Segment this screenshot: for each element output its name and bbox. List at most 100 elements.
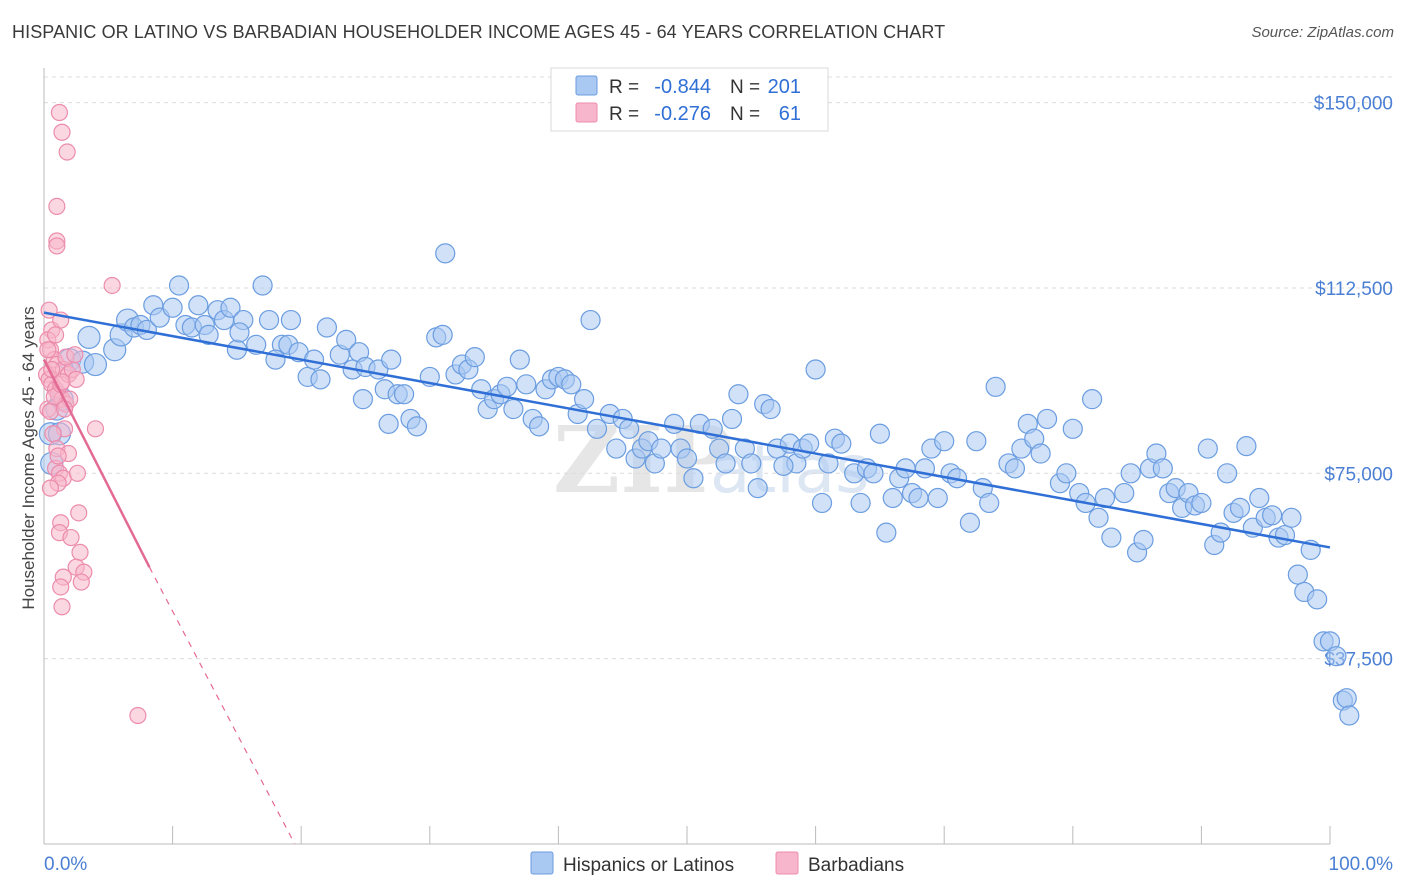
hispanics-point xyxy=(619,418,640,439)
hispanics-point xyxy=(464,347,485,368)
hispanics-point xyxy=(1101,527,1122,548)
hispanics-point xyxy=(741,453,762,474)
barbadians-point xyxy=(70,504,88,522)
barbadians-point xyxy=(50,103,69,122)
hispanics-point xyxy=(1197,438,1218,459)
barbadians-point xyxy=(86,420,105,438)
legend-n-label: N = xyxy=(730,104,760,125)
hispanics-point xyxy=(258,309,280,331)
barbadians-point xyxy=(39,341,57,359)
barbadians-point xyxy=(41,402,60,421)
hispanics-point xyxy=(561,374,582,395)
bottom-legend-swatch xyxy=(530,851,554,875)
hispanics-point xyxy=(435,243,456,264)
barbadians-point xyxy=(129,706,147,725)
hispanics-point xyxy=(715,453,736,474)
hispanics-point xyxy=(760,398,781,420)
legend-n-value: 201 xyxy=(768,76,801,98)
hispanics-point xyxy=(773,455,794,476)
hispanics-point xyxy=(664,413,685,434)
hispanics-point xyxy=(959,512,981,533)
barbadians-point xyxy=(46,326,65,344)
y-tick-label: $75,000 xyxy=(1324,464,1393,485)
legend-r-value: -0.276 xyxy=(654,103,711,125)
hispanics-point xyxy=(586,418,608,439)
hispanics-point xyxy=(83,352,108,377)
barbadians-point xyxy=(67,370,85,388)
hispanics-point xyxy=(882,487,903,509)
hispanics-point xyxy=(574,389,595,410)
source-label: Source: ZipAtlas.com xyxy=(1251,24,1394,41)
hispanics-point xyxy=(252,275,273,296)
hispanics-point xyxy=(1281,507,1302,528)
hispanics-point xyxy=(651,438,672,459)
barbadians-point xyxy=(41,479,60,497)
barbadians-point xyxy=(53,123,71,141)
hispanics-point xyxy=(683,468,704,489)
barbadians-point xyxy=(72,573,90,591)
hispanics-point xyxy=(1152,458,1173,479)
legend-swatch xyxy=(575,75,598,96)
hispanics-point xyxy=(985,376,1006,397)
barbadians-point xyxy=(48,197,66,215)
hispanics-point xyxy=(406,416,428,437)
hispanics-point xyxy=(1336,688,1357,709)
hispanics-point xyxy=(1120,463,1141,484)
hispanics-point xyxy=(529,416,550,437)
hispanics-point xyxy=(1056,463,1077,484)
hispanics-point xyxy=(927,487,948,509)
barbadians-trend-extension xyxy=(148,566,296,845)
hispanics-point xyxy=(606,438,627,459)
hispanics-point xyxy=(496,376,518,397)
hispanics-point xyxy=(188,295,209,316)
hispanics-point xyxy=(850,492,871,514)
hispanics-point xyxy=(1217,463,1238,484)
hispanics-point xyxy=(979,492,1000,514)
hispanics-point xyxy=(1036,408,1058,430)
hispanics-point xyxy=(1287,564,1308,585)
hispanics-point xyxy=(1229,497,1251,518)
hispanics-point xyxy=(1004,458,1026,479)
legend-r-label: R = xyxy=(609,104,639,125)
hispanics-point xyxy=(863,463,884,484)
barbadians-point xyxy=(48,237,66,255)
hispanics-point xyxy=(1339,705,1360,726)
hispanics-point xyxy=(805,359,826,380)
hispanics-point xyxy=(1191,492,1212,514)
hispanics-point xyxy=(168,275,190,296)
hispanics-point xyxy=(908,487,929,509)
hispanics-point xyxy=(580,309,601,331)
hispanics-point xyxy=(229,322,250,343)
barbadians-point xyxy=(52,578,70,596)
hispanics-point xyxy=(966,431,987,452)
hispanics-point xyxy=(811,492,833,514)
hispanics-point xyxy=(336,329,357,350)
legend-swatch xyxy=(575,102,598,123)
bottom-legend: Hispanics or Latinos Barbadians xyxy=(530,851,904,876)
hispanics-point xyxy=(1249,487,1270,509)
hispanics-point xyxy=(869,423,891,444)
barbadians-point xyxy=(68,464,87,482)
hispanics-point xyxy=(220,297,241,318)
gridlines xyxy=(44,76,1396,660)
hispanics-point xyxy=(818,453,839,474)
hispanics-point xyxy=(381,349,402,370)
hispanics-trend-line xyxy=(43,311,1331,549)
bottom-legend-label: Hispanics or Latinos xyxy=(563,855,734,876)
hispanics-point xyxy=(1133,529,1154,551)
hispanics-point xyxy=(316,317,338,338)
bottom-legend-swatch xyxy=(775,851,799,875)
hispanics-point xyxy=(728,384,749,405)
series-hispanics-points xyxy=(38,243,1360,726)
x-tick-label: 0.0% xyxy=(44,854,87,875)
y-axis-label: Householder Income Ages 45 - 64 years xyxy=(19,306,38,609)
hispanics-point xyxy=(162,297,183,318)
legend-n-label: N = xyxy=(730,77,760,98)
legend: R = -0.844 N = 201 R = -0.276 N = 61 xyxy=(550,67,829,132)
hispanics-point xyxy=(393,384,415,405)
hispanics-point xyxy=(934,431,955,452)
hispanics-point xyxy=(310,369,331,390)
hispanics-point xyxy=(676,448,698,469)
hispanics-point xyxy=(280,309,302,331)
hispanics-point xyxy=(1236,436,1257,457)
